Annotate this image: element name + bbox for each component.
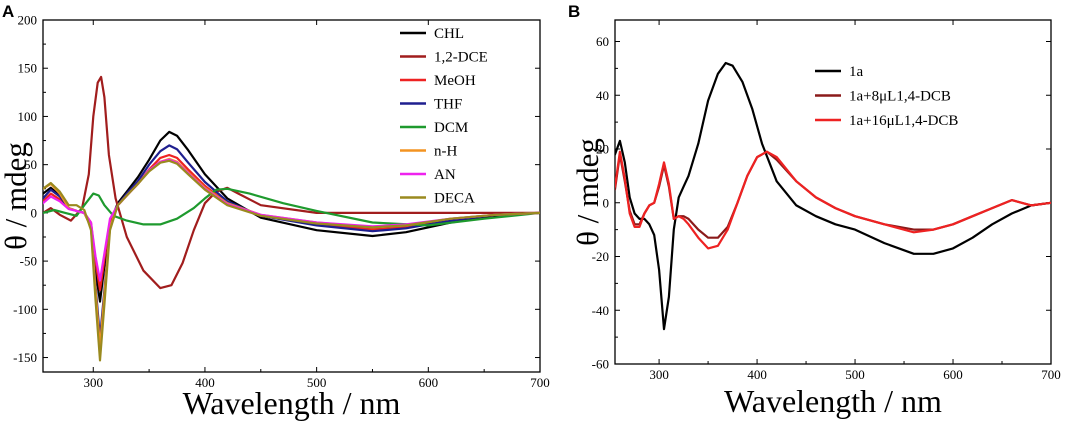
chart-panel-b: 300 400 500 600 700 -60 -40 -20 0 20 40 60 Wavelengt… bbox=[570, 19, 1061, 419]
series-line-thf bbox=[43, 144, 540, 340]
legend-label: 1a bbox=[849, 64, 864, 80]
series-line-dcm bbox=[43, 187, 540, 227]
series-line-meoh bbox=[43, 153, 540, 292]
x-axis-label: Wavelength / nm bbox=[183, 385, 401, 421]
y-tick-label: -100 bbox=[13, 302, 37, 317]
x-tick-label: 500 bbox=[845, 367, 865, 382]
plot-frame bbox=[42, 19, 541, 373]
y-tick-label: -20 bbox=[592, 249, 609, 264]
y-tick-label: 60 bbox=[596, 34, 609, 49]
y-tick-label: -40 bbox=[592, 303, 609, 318]
y-tick-label: -150 bbox=[13, 350, 37, 365]
y-axis-label: θ / mdeg bbox=[0, 142, 33, 250]
series-group bbox=[615, 61, 1051, 331]
x-tick-label: 600 bbox=[419, 375, 439, 390]
series-line-n-h bbox=[43, 157, 540, 349]
x-tick-label: 700 bbox=[530, 375, 550, 390]
x-axis-label: Wavelength / nm bbox=[724, 383, 942, 419]
y-tick-label: 20 bbox=[596, 142, 609, 157]
y-tick-label: 100 bbox=[18, 109, 38, 124]
x-tick-label: 600 bbox=[943, 367, 963, 382]
y-tick-label: 150 bbox=[18, 61, 38, 76]
y-tick-label: 40 bbox=[596, 88, 609, 103]
series-line-deca bbox=[43, 159, 540, 362]
legend-label: 1a+8μL1,4-DCB bbox=[849, 89, 951, 105]
series-line-1a bbox=[615, 61, 1051, 331]
legend-label: n-H bbox=[434, 144, 457, 160]
series-line-1a-16-l1-4-dcb bbox=[615, 150, 1051, 250]
plot-frame bbox=[614, 19, 1052, 365]
y-tick-label: 50 bbox=[24, 157, 37, 172]
x-tick-label: 400 bbox=[747, 367, 767, 382]
chart-panel-a: 300 400 500 600 700 -150 -100 -50 0 50 100 150 200 Wa… bbox=[0, 13, 550, 422]
legend-label: 1,2-DCE bbox=[434, 50, 488, 66]
legend-label: AN bbox=[434, 167, 456, 183]
y-tick-label: -60 bbox=[592, 357, 609, 372]
legend-label: THF bbox=[434, 97, 462, 113]
y-tick-label: 200 bbox=[18, 13, 38, 28]
x-tick-label: 300 bbox=[649, 367, 669, 382]
x-tick-label: 300 bbox=[84, 375, 104, 390]
legend-label: 1a+16μL1,4-DCB bbox=[849, 113, 958, 129]
y-tick-label: 0 bbox=[31, 205, 38, 220]
legend-label: MeOH bbox=[434, 73, 476, 89]
legend-label: DCM bbox=[434, 120, 468, 136]
legend-label: CHL bbox=[434, 26, 464, 42]
legend-label: DECA bbox=[434, 191, 475, 207]
x-tick-label: 500 bbox=[307, 375, 327, 390]
x-tick-label: 700 bbox=[1041, 367, 1061, 382]
y-axis-label: θ / mdeg bbox=[570, 138, 605, 246]
panel-letter-a: A bbox=[2, 2, 14, 21]
y-tick-label: 0 bbox=[603, 195, 610, 210]
series-line-1-2-dce bbox=[43, 75, 540, 290]
y-tick-label: -50 bbox=[20, 254, 37, 269]
series-group bbox=[43, 75, 540, 362]
x-tick-label: 400 bbox=[195, 375, 215, 390]
panel-letter-b: B bbox=[568, 2, 580, 21]
